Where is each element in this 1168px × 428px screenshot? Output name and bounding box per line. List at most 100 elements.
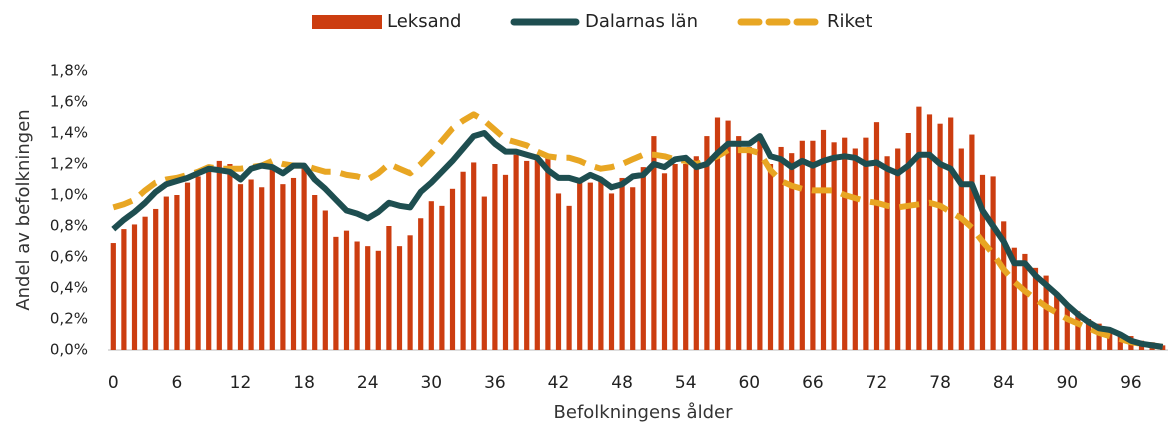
legend-label: Riket: [827, 11, 872, 32]
legend-swatch: [312, 15, 382, 29]
y-tick-label: 0,0%: [50, 341, 88, 359]
bar: [301, 167, 307, 350]
bar: [1032, 267, 1039, 350]
bar: [1001, 221, 1007, 350]
y-tick-label: 0,8%: [50, 217, 88, 235]
bar: [566, 205, 572, 350]
bar: [1085, 319, 1092, 350]
bar: [449, 188, 456, 350]
bar: [1075, 311, 1081, 350]
y-tick-label: 1,0%: [50, 186, 88, 204]
bar: [895, 148, 901, 350]
bar: [969, 134, 975, 350]
bar: [492, 164, 498, 350]
bar: [630, 187, 636, 350]
y-tick-label: 1,6%: [50, 93, 88, 111]
bar: [820, 129, 827, 350]
bar: [121, 229, 127, 350]
bar: [587, 182, 593, 350]
bar: [799, 140, 805, 350]
bar: [725, 120, 731, 350]
bar: [259, 187, 265, 350]
bar: [661, 173, 668, 350]
x-tick-label: 12: [230, 373, 252, 393]
y-tick-label: 0,4%: [50, 279, 88, 297]
bar: [789, 153, 795, 350]
bar: [375, 250, 381, 350]
x-tick-label: 78: [929, 373, 951, 393]
bar: [280, 184, 286, 350]
bar: [174, 195, 180, 350]
bar: [184, 182, 191, 350]
bar: [905, 133, 911, 350]
bar: [534, 156, 540, 350]
x-tick-label: 96: [1120, 373, 1142, 393]
x-tick-label: 0: [108, 373, 119, 393]
bar: [1054, 295, 1060, 350]
bar: [365, 246, 371, 350]
x-tick-label: 72: [866, 373, 888, 393]
bar: [746, 146, 752, 350]
bar: [873, 122, 880, 351]
bar: [481, 196, 487, 350]
x-tick-label: 30: [420, 373, 442, 393]
bar: [884, 156, 890, 350]
bar: [322, 210, 328, 350]
y-tick-label: 1,8%: [50, 62, 88, 80]
bar: [693, 156, 699, 350]
x-axis-title: Befolkningens ålder: [554, 402, 734, 423]
bar: [418, 218, 424, 350]
bar: [471, 162, 477, 350]
x-tick-label: 60: [738, 373, 760, 393]
bar: [248, 179, 254, 350]
bar: [354, 241, 360, 350]
bar: [216, 160, 222, 350]
bar: [396, 246, 403, 350]
bar: [736, 136, 742, 350]
bar: [863, 137, 869, 350]
x-tick-label: 42: [548, 373, 570, 393]
bar: [916, 106, 922, 351]
bar: [1022, 253, 1028, 350]
bar: [502, 174, 509, 350]
x-tick-label: 36: [484, 373, 506, 393]
bar: [714, 117, 721, 350]
bar: [937, 123, 943, 350]
bar: [767, 164, 774, 350]
y-axis-title: Andel av befolkningen: [13, 109, 34, 310]
bar: [778, 146, 784, 350]
bar: [683, 164, 689, 350]
bar: [545, 157, 551, 350]
bar: [651, 136, 657, 350]
bar: [672, 164, 678, 350]
bar: [290, 177, 297, 350]
series-line: [112, 111, 1164, 350]
bar: [407, 235, 413, 350]
x-tick-label: 66: [802, 373, 824, 393]
bar: [1043, 275, 1049, 350]
x-tick-label: 84: [993, 373, 1015, 393]
bar: [524, 160, 530, 350]
y-tick-label: 1,4%: [50, 124, 88, 142]
series-line: [111, 130, 1164, 350]
bar: [948, 117, 954, 350]
bar: [1011, 247, 1017, 350]
bar: [269, 167, 275, 350]
bar: [619, 177, 625, 350]
y-tick-label: 0,6%: [50, 248, 88, 266]
bar: [926, 114, 933, 351]
bar: [1160, 345, 1166, 350]
bar: [206, 167, 212, 350]
bar: [577, 181, 583, 350]
bar: [842, 137, 848, 350]
bar: [163, 196, 169, 350]
bar: [1107, 328, 1113, 350]
bar: [142, 216, 148, 350]
bar: [312, 195, 318, 350]
bar: [704, 136, 710, 350]
x-tick-label: 48: [611, 373, 633, 393]
legend-label: Leksand: [387, 11, 461, 32]
bar: [1064, 303, 1070, 350]
bar: [1117, 334, 1123, 350]
